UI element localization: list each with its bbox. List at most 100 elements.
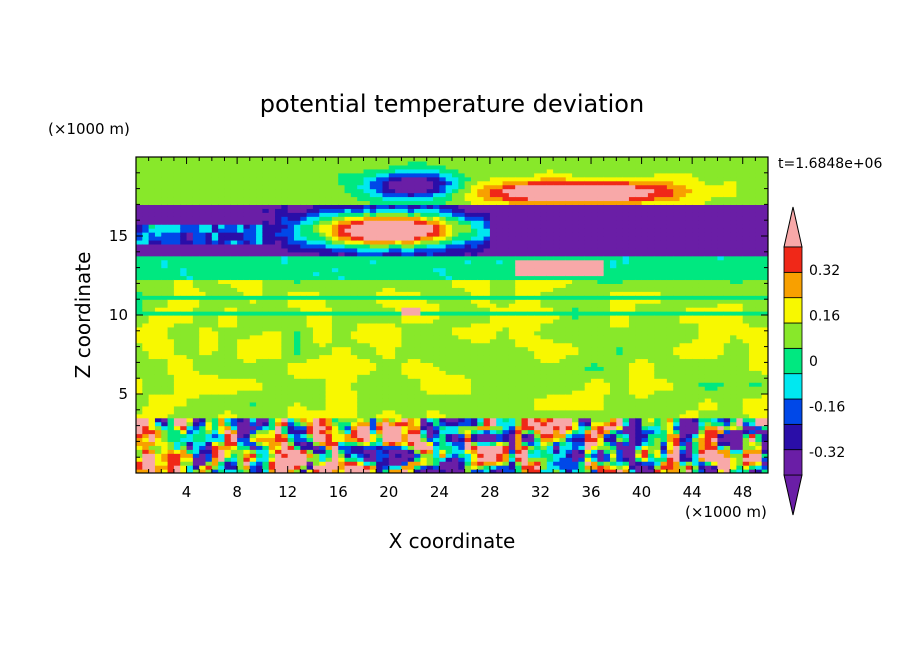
field-cell xyxy=(186,390,194,395)
field-cell xyxy=(382,259,390,265)
field-cell xyxy=(458,271,466,277)
field-cell xyxy=(407,330,415,336)
field-cell xyxy=(350,374,358,379)
field-cell xyxy=(445,188,453,194)
field-cell xyxy=(439,421,447,427)
field-cell xyxy=(414,232,421,237)
field-cell xyxy=(268,247,276,253)
field-cell xyxy=(142,216,150,221)
field-cell xyxy=(249,263,257,269)
field-cell xyxy=(300,386,308,391)
field-cell xyxy=(527,421,535,427)
field-cell xyxy=(154,232,162,237)
field-cell xyxy=(218,358,226,363)
field-cell xyxy=(281,228,289,233)
field-cell xyxy=(186,303,194,308)
field-cell xyxy=(426,334,434,340)
field-cell xyxy=(211,469,219,473)
field-cell xyxy=(230,172,238,178)
field-cell xyxy=(376,346,384,352)
field-cell xyxy=(262,259,270,265)
field-cell xyxy=(262,291,270,296)
field-cell xyxy=(477,397,485,403)
field-cell xyxy=(142,311,150,316)
field-cell xyxy=(496,188,504,194)
field-cell xyxy=(319,342,327,348)
field-cell xyxy=(192,228,200,233)
field-cell xyxy=(294,425,301,431)
field-cell xyxy=(433,164,440,170)
field-cell xyxy=(249,236,257,241)
field-cell xyxy=(281,326,289,332)
field-cell xyxy=(173,441,181,446)
field-cell xyxy=(319,326,327,332)
field-cell xyxy=(142,239,150,245)
field-cell xyxy=(363,334,371,340)
field-cell xyxy=(167,232,175,237)
field-cell xyxy=(433,311,440,316)
field-cell xyxy=(167,378,175,383)
field-cell xyxy=(483,326,491,332)
field-cell xyxy=(401,283,409,288)
field-cell xyxy=(489,315,497,320)
field-cell xyxy=(489,299,497,304)
field-cell xyxy=(218,176,226,182)
field-cell xyxy=(426,401,434,407)
field-cell xyxy=(294,409,301,415)
field-cell xyxy=(224,212,232,217)
field-cell xyxy=(230,212,238,217)
field-cell xyxy=(464,405,472,411)
field-cell xyxy=(414,461,421,466)
field-cell xyxy=(199,326,207,332)
field-cell xyxy=(167,212,175,217)
field-cell xyxy=(350,228,358,233)
field-cell xyxy=(376,247,384,253)
field-cell xyxy=(376,307,384,312)
field-cell xyxy=(312,188,320,194)
field-cell xyxy=(319,271,327,277)
field-cell xyxy=(230,425,238,431)
field-cell xyxy=(319,200,327,205)
field-cell xyxy=(243,401,251,407)
field-cell xyxy=(388,413,396,419)
field-cell xyxy=(275,433,282,439)
field-cell xyxy=(527,397,535,403)
field-cell xyxy=(477,243,485,249)
field-cell xyxy=(167,449,175,454)
field-cell xyxy=(224,283,232,288)
field-cell xyxy=(489,168,497,174)
field-cell xyxy=(369,338,377,344)
field-cell xyxy=(281,461,289,466)
field-cell xyxy=(192,263,200,269)
field-cell xyxy=(192,236,200,241)
field-cell xyxy=(470,374,478,379)
field-cell xyxy=(192,271,200,277)
field-cell xyxy=(395,441,403,446)
field-cell xyxy=(407,239,415,245)
field-cell xyxy=(205,267,213,273)
field-cell xyxy=(445,437,453,442)
field-cell xyxy=(186,236,194,241)
field-cell xyxy=(218,236,226,241)
field-cell xyxy=(483,180,491,186)
field-cell xyxy=(508,370,516,375)
field-cell xyxy=(312,338,320,344)
field-cell xyxy=(312,397,320,403)
field-cell xyxy=(306,326,314,332)
field-cell xyxy=(237,413,245,419)
field-cell xyxy=(186,370,194,375)
field-cell xyxy=(192,220,200,225)
field-cell xyxy=(515,157,523,162)
field-cell xyxy=(256,176,263,182)
field-cell xyxy=(243,255,251,261)
field-cell xyxy=(439,342,447,348)
field-cell xyxy=(211,232,219,237)
field-cell xyxy=(268,453,276,458)
field-cell xyxy=(433,160,440,166)
field-cell xyxy=(319,386,327,391)
field-cell xyxy=(489,390,497,395)
field-cell xyxy=(224,188,232,194)
field-cell xyxy=(256,374,263,379)
field-cell xyxy=(363,338,371,344)
field-cell xyxy=(350,275,358,281)
